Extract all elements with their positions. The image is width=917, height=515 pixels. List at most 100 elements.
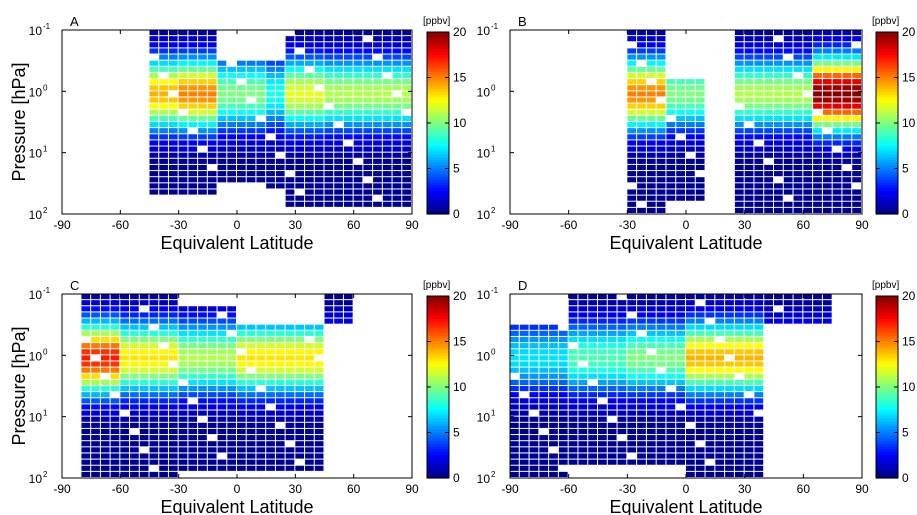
heatmap-cell	[178, 330, 188, 336]
heatmap-cell	[734, 30, 744, 36]
heatmap-cell	[343, 91, 353, 97]
heatmap-cell	[256, 134, 266, 140]
heatmap-cell	[803, 134, 813, 140]
heatmap-cell	[285, 164, 295, 171]
heatmap-cell	[188, 66, 198, 72]
heatmap-cell	[666, 306, 676, 312]
heatmap-cell	[666, 330, 676, 336]
heatmap-cell	[793, 42, 803, 48]
heatmap-cell	[207, 318, 217, 324]
heatmap-cell	[588, 435, 597, 441]
heatmap-cell	[314, 447, 324, 453]
heatmap-cell	[627, 54, 637, 60]
heatmap-cell	[149, 435, 159, 441]
heatmap-cell	[519, 361, 529, 367]
colorbar-step	[427, 335, 449, 340]
heatmap-cell	[695, 459, 705, 465]
heatmap-cell	[139, 343, 149, 349]
heatmap-cell	[656, 171, 666, 177]
heatmap-cell	[159, 361, 168, 367]
heatmap-cell	[832, 134, 842, 140]
heatmap-cell	[373, 115, 382, 121]
heatmap-cell	[627, 207, 637, 213]
heatmap-cell	[549, 367, 558, 373]
heatmap-cell	[666, 447, 676, 453]
heatmap-cell	[275, 85, 285, 91]
heatmap-cell	[578, 330, 588, 336]
heatmap-cell	[198, 435, 207, 441]
colorbar-step	[427, 100, 449, 104]
colorbar-step	[876, 49, 898, 53]
heatmap-cell	[705, 306, 715, 312]
heatmap-cell	[529, 404, 539, 410]
heatmap-cell	[676, 109, 685, 115]
heatmap-cell	[168, 435, 178, 441]
colorbar-step	[876, 432, 898, 436]
heatmap-cell	[646, 128, 656, 134]
heatmap-cell	[793, 146, 803, 152]
colorbar-label: [ppbv]	[423, 280, 450, 291]
heatmap-cell	[803, 48, 813, 54]
heatmap-cell	[130, 435, 139, 441]
heatmap-cell	[402, 189, 411, 195]
heatmap-cell	[666, 441, 676, 447]
heatmap-cell	[198, 386, 207, 392]
heatmap-cell	[744, 324, 754, 330]
heatmap-cell	[110, 416, 120, 422]
heatmap-cell	[256, 453, 266, 459]
colorbar-step	[876, 103, 898, 107]
heatmap-cell	[188, 109, 198, 115]
colorbar-step	[427, 114, 449, 118]
heatmap-cell	[149, 343, 159, 349]
y-tick-exponent: -1	[491, 286, 499, 295]
heatmap-cell	[207, 152, 217, 158]
heatmap-cell	[198, 36, 207, 42]
colorbar-step	[876, 332, 898, 337]
heatmap-cell	[558, 453, 568, 459]
heatmap-cell	[774, 85, 783, 91]
heatmap-cell	[617, 404, 627, 410]
heatmap-cell	[803, 115, 813, 121]
heatmap-cell	[178, 85, 188, 91]
heatmap-cell	[734, 349, 744, 355]
heatmap-cell	[676, 349, 685, 355]
heatmap-cell	[803, 312, 813, 318]
heatmap-cell	[705, 435, 715, 441]
heatmap-cell	[646, 379, 656, 385]
colorbar-step	[876, 338, 898, 343]
heatmap-cell	[705, 428, 715, 435]
heatmap-cell	[246, 79, 256, 85]
heatmap-cell	[149, 349, 159, 355]
heatmap-cell	[237, 164, 246, 171]
heatmap-cell	[666, 122, 676, 128]
heatmap-cell	[803, 60, 813, 66]
colorbar-step	[427, 86, 449, 90]
heatmap-cell	[529, 398, 539, 404]
heatmap-cell	[646, 441, 656, 447]
heatmap-cell	[188, 330, 198, 336]
heatmap-cell	[91, 343, 100, 349]
heatmap-cell	[120, 336, 130, 343]
colorbar-step	[427, 196, 449, 201]
heatmap-cell	[852, 97, 861, 103]
y-tick-exponent: 2	[491, 206, 496, 215]
heatmap-cell	[588, 416, 597, 422]
heatmap-cell	[510, 367, 519, 373]
heatmap-cell	[110, 312, 120, 318]
heatmap-cell	[295, 158, 305, 164]
heatmap-cell	[178, 48, 188, 54]
heatmap-cell	[178, 164, 188, 171]
heatmap-cell	[275, 398, 285, 404]
heatmap-cell	[188, 97, 198, 103]
heatmap-cell	[637, 171, 646, 177]
heatmap-cell	[637, 115, 646, 121]
heatmap-cell	[822, 42, 832, 48]
heatmap-cell	[227, 392, 236, 398]
heatmap-cell	[314, 30, 324, 36]
heatmap-cell	[120, 367, 130, 373]
heatmap-cell	[754, 392, 764, 398]
heatmap-cell	[705, 324, 715, 330]
heatmap-cell	[110, 398, 120, 404]
heatmap-cell	[744, 459, 754, 465]
colorbar-step	[876, 347, 898, 351]
